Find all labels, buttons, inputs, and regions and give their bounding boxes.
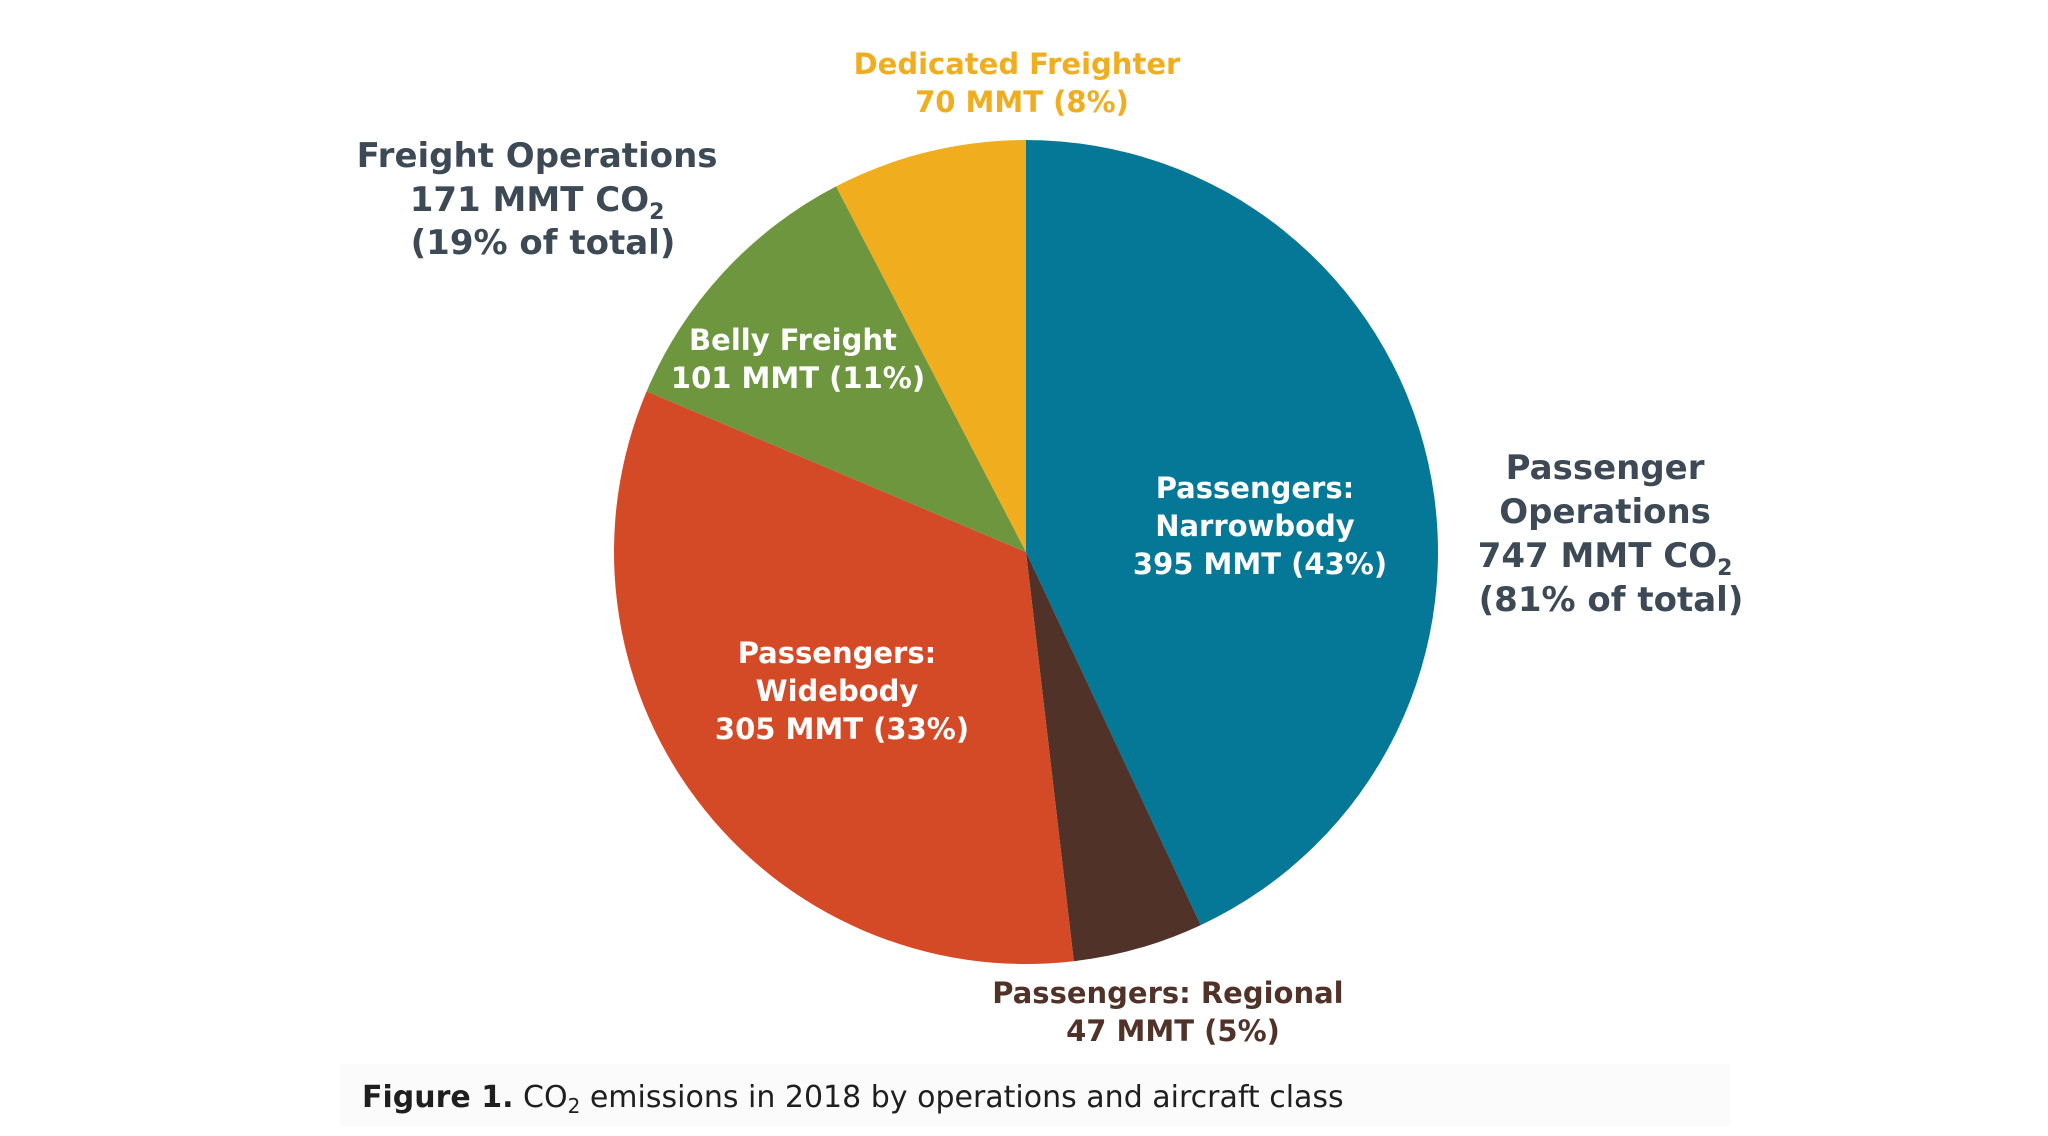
pie-slices — [613, 140, 1438, 965]
freight-operations-line2: 171 MMT CO2 — [410, 180, 665, 225]
pie-slice-belly-freight — [646, 186, 1026, 552]
caption-background — [340, 1064, 1730, 1126]
freight-operations-label: Freight Operations 171 MMT CO2 (19% of t… — [357, 136, 730, 263]
passenger-operations-line1: Passenger — [1506, 448, 1705, 488]
freight-operations-line1: Freight Operations — [357, 136, 718, 176]
regional-label: Passengers: Regional 47 MMT (5%) — [992, 976, 1353, 1048]
figure-caption: Figure 1. CO2 emissions in 2018 by opera… — [362, 1080, 1344, 1118]
figure-number: Figure 1. — [362, 1080, 514, 1115]
belly-freight-label-line1: Belly Freight — [689, 323, 897, 357]
passenger-operations-label: Passenger Operations 747 MMT CO2 (81% of… — [1478, 448, 1745, 620]
widebody-value: 305 MMT (33%) — [715, 712, 969, 746]
narrowbody-value: 395 MMT (43%) — [1133, 547, 1387, 581]
caption-text-rest: emissions in 2018 by operations and airc… — [580, 1080, 1344, 1115]
dedicated-freighter-label-line1: Dedicated Freighter — [854, 47, 1181, 81]
regional-value: 47 MMT (5%) — [1066, 1014, 1280, 1048]
passenger-operations-line2: Operations — [1499, 492, 1711, 532]
pie-slice-regional — [1026, 552, 1201, 962]
dedicated-freighter-value: 70 MMT (8%) — [915, 85, 1129, 119]
pie-slice-widebody — [613, 391, 1074, 965]
passenger-operations-line4: (81% of total) — [1479, 580, 1744, 620]
caption-text-main: CO — [513, 1080, 568, 1115]
narrowbody-label-line2: Narrowbody — [1155, 509, 1355, 543]
narrowbody-label-line1: Passengers: — [1156, 471, 1354, 505]
widebody-label: Passengers: Widebody 305 MMT (33%) — [715, 636, 969, 746]
belly-freight-label: Belly Freight 101 MMT (11%) — [671, 323, 925, 395]
freight-operations-line3: (19% of total) — [411, 223, 676, 263]
widebody-label-line2: Widebody — [756, 674, 919, 708]
belly-freight-value: 101 MMT (11%) — [671, 361, 925, 395]
pie-slice-narrowbody — [1026, 140, 1438, 926]
dedicated-freighter-label: Dedicated Freighter 70 MMT (8%) — [854, 47, 1191, 119]
passenger-operations-line3: 747 MMT CO2 — [1478, 536, 1733, 581]
narrowbody-label: Passengers: Narrowbody 395 MMT (43%) — [1133, 471, 1387, 581]
caption-subscript: 2 — [567, 1094, 581, 1118]
pie-slice-dedicated-freighter — [836, 140, 1026, 552]
regional-label-line1: Passengers: Regional — [992, 976, 1343, 1010]
widebody-label-line1: Passengers: — [738, 636, 936, 670]
